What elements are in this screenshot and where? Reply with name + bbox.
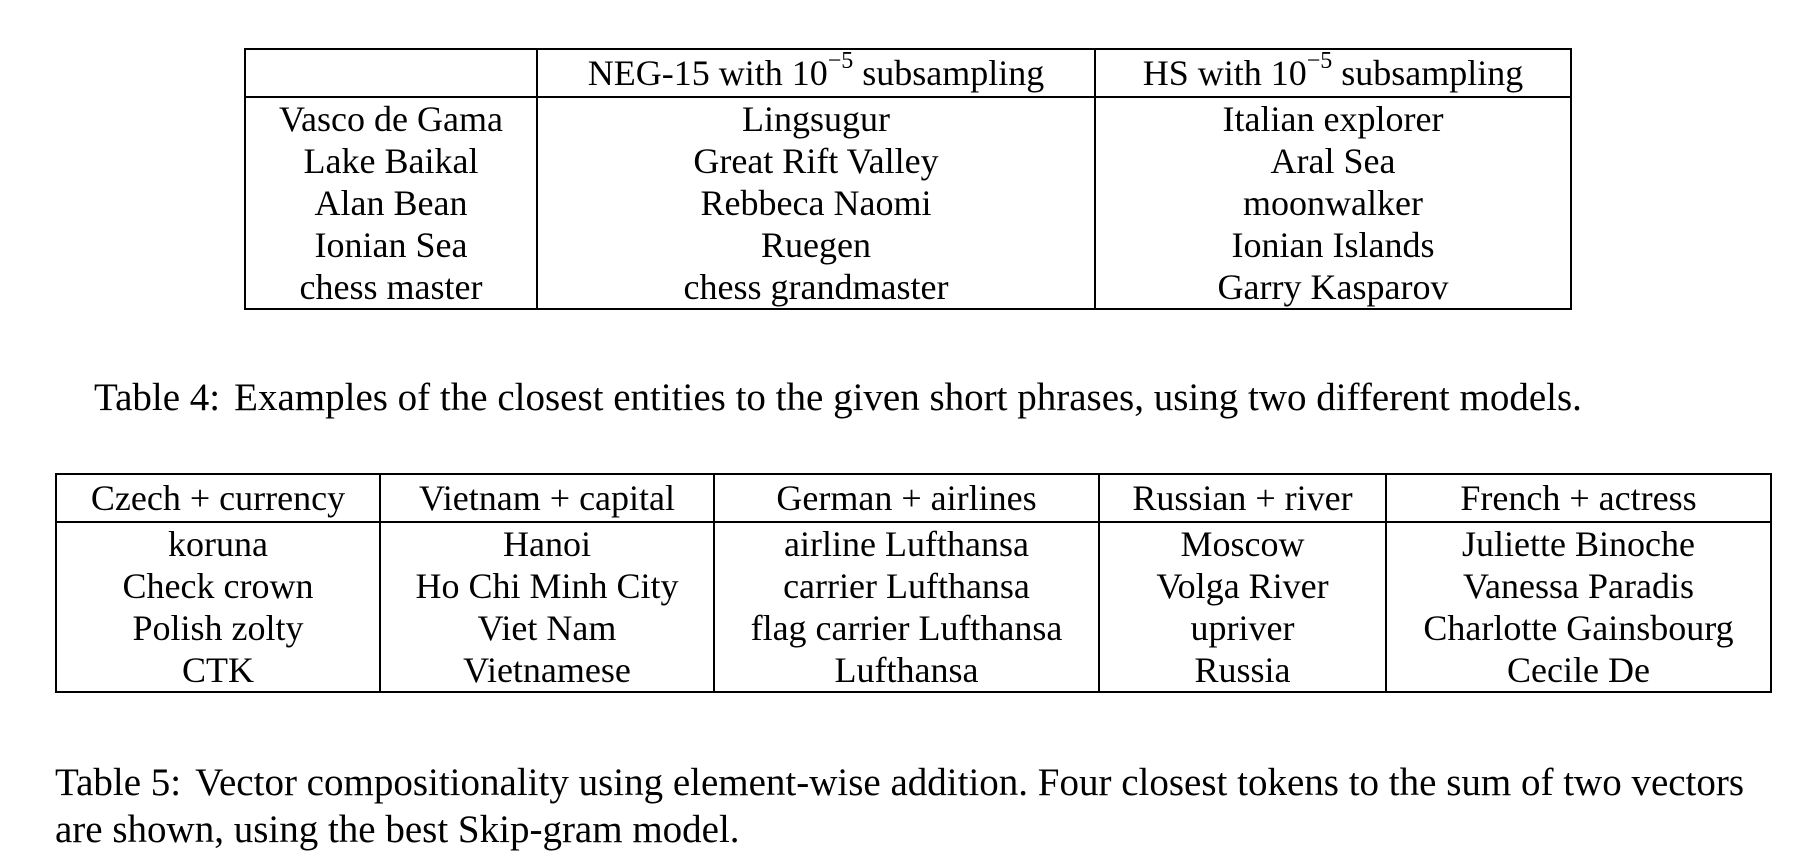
header-cell-phrase <box>244 48 538 98</box>
table-cell: flag carrier Lufthansa <box>713 607 1100 649</box>
table-row: Vasco de Gama Lingsugur Italian explorer <box>244 97 1572 140</box>
header-text: subsampling <box>853 53 1045 93</box>
table-cell: airline Lufthansa <box>713 522 1100 565</box>
header-cell-hs: HS with 10−5 subsampling <box>1094 48 1572 98</box>
caption-label: Table 4: <box>94 376 221 419</box>
table-row: Check crown Ho Chi Minh City carrier Luf… <box>55 565 1772 607</box>
table-row: CTK Vietnamese Lufthansa Russia Cecile D… <box>55 649 1772 693</box>
table-cell: Check crown <box>55 565 381 607</box>
header-cell: German + airlines <box>713 473 1100 523</box>
table-cell: Italian explorer <box>1094 97 1572 140</box>
table-cell: Lufthansa <box>713 649 1100 693</box>
table-cell: CTK <box>55 649 381 693</box>
table-cell: Aral Sea <box>1094 140 1572 182</box>
table-row: koruna Hanoi airline Lufthansa Moscow Ju… <box>55 522 1772 565</box>
table-row: Ionian Sea Ruegen Ionian Islands <box>244 224 1572 266</box>
caption-label: Table 5: <box>55 761 182 804</box>
header-cell: Russian + river <box>1098 473 1387 523</box>
table-cell: chess grandmaster <box>536 266 1096 310</box>
header-cell: Vietnam + capital <box>379 473 715 523</box>
table-cell: Vietnamese <box>379 649 715 693</box>
table-row: chess master chess grandmaster Garry Kas… <box>244 266 1572 310</box>
table-row: Lake Baikal Great Rift Valley Aral Sea <box>244 140 1572 182</box>
table-cell: Rebbeca Naomi <box>536 182 1096 224</box>
header-cell-neg15: NEG-15 with 10−5 subsampling <box>536 48 1096 98</box>
table-cell: koruna <box>55 522 381 565</box>
table-header-row: NEG-15 with 10−5 subsampling HS with 10−… <box>244 48 1572 98</box>
table-cell: Vasco de Gama <box>244 97 538 140</box>
table-cell: Garry Kasparov <box>1094 266 1572 310</box>
table-cell: Polish zolty <box>55 607 381 649</box>
table-cell: Viet Nam <box>379 607 715 649</box>
table-cell: Ionian Sea <box>244 224 538 266</box>
table-cell: Great Rift Valley <box>536 140 1096 182</box>
table-cell: carrier Lufthansa <box>713 565 1100 607</box>
table-cell: chess master <box>244 266 538 310</box>
table-cell: Lake Baikal <box>244 140 538 182</box>
header-cell: French + actress <box>1385 473 1772 523</box>
table-cell: Juliette Binoche <box>1385 522 1772 565</box>
table-cell: Alan Bean <box>244 182 538 224</box>
caption-text: Vector compositionality using element-wi… <box>55 761 1745 851</box>
table-cell: Ionian Islands <box>1094 224 1572 266</box>
header-cell: Czech + currency <box>55 473 381 523</box>
table-cell: Russia <box>1098 649 1387 693</box>
table-row: Polish zolty Viet Nam flag carrier Lufth… <box>55 607 1772 649</box>
table-header-row: Czech + currency Vietnam + capital Germa… <box>55 473 1772 523</box>
header-text: subsampling <box>1332 53 1524 93</box>
table-cell: Ruegen <box>536 224 1096 266</box>
table-cell: Ho Chi Minh City <box>379 565 715 607</box>
table-5: Czech + currency Vietnam + capital Germa… <box>55 473 1772 693</box>
header-text: HS with 10 <box>1142 53 1307 93</box>
table-4-caption: Table 4: Examples of the closest entities… <box>94 374 1582 421</box>
table-cell: Vanessa Paradis <box>1385 565 1772 607</box>
header-exponent: −5 <box>1306 48 1333 74</box>
table-cell: Lingsugur <box>536 97 1096 140</box>
table-cell: Volga River <box>1098 565 1387 607</box>
header-text: NEG-15 with 10 <box>587 53 828 93</box>
table-cell: Hanoi <box>379 522 715 565</box>
table-cell: Moscow <box>1098 522 1387 565</box>
table-5-caption: Table 5: Vector compositionality using el… <box>55 759 1785 853</box>
table-cell: Cecile De <box>1385 649 1772 693</box>
table-4: NEG-15 with 10−5 subsampling HS with 10−… <box>244 48 1572 310</box>
caption-text: Examples of the closest entities to the … <box>234 376 1582 419</box>
table-cell: upriver <box>1098 607 1387 649</box>
table-cell: moonwalker <box>1094 182 1572 224</box>
table-row: Alan Bean Rebbeca Naomi moonwalker <box>244 182 1572 224</box>
header-exponent: −5 <box>827 48 854 74</box>
table-cell: Charlotte Gainsbourg <box>1385 607 1772 649</box>
